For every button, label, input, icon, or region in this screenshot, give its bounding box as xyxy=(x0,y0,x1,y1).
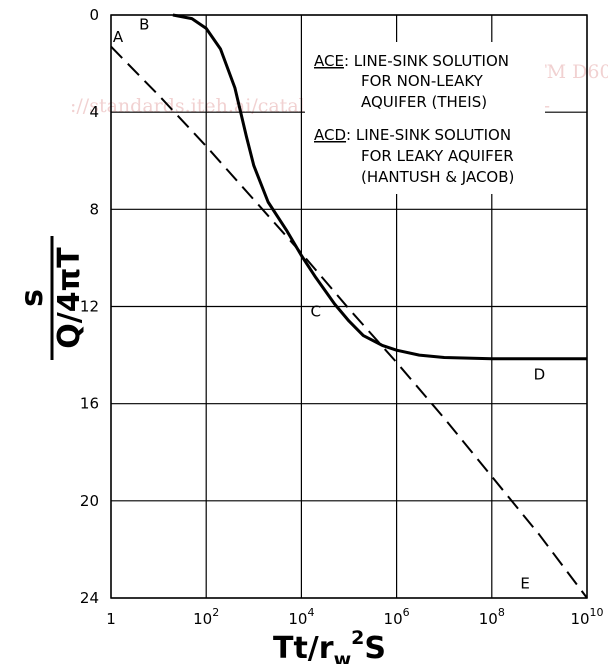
x-tick-label: 1010 xyxy=(570,606,603,628)
legend-ace-line-1: ACE: LINE-SINK SOLUTION xyxy=(314,52,509,70)
x-tick-label: 102 xyxy=(193,606,219,628)
x-tick-label: 106 xyxy=(384,606,410,628)
legend-acd-key: ACD xyxy=(314,126,346,144)
legend-ace-text-1: : LINE-SINK SOLUTION xyxy=(344,52,509,70)
y-tick-label: 24 xyxy=(80,589,99,607)
y-tick-label: 0 xyxy=(89,6,99,24)
legend-box xyxy=(305,42,545,194)
y-tick-labels: 0 4 8 12 16 20 24 xyxy=(80,6,99,607)
y-axis-title: s Q/4πT xyxy=(15,236,87,360)
point-label-e: E xyxy=(520,574,529,592)
y-axis-title-denominator: Q/4πT xyxy=(52,247,87,349)
point-labels: AB C D E xyxy=(113,16,545,593)
x-tick-labels: 1 102 104 106 108 1010 xyxy=(106,606,603,628)
x-tick-label: 108 xyxy=(479,606,505,628)
y-tick-label: 16 xyxy=(80,395,99,413)
y-tick-label: 8 xyxy=(89,200,99,218)
x-axis-title-sup: 2 xyxy=(351,627,364,649)
x-tick-label: 104 xyxy=(288,606,314,628)
legend-ace-key: ACE xyxy=(314,52,344,70)
x-axis-title: Tt/rw2S xyxy=(273,627,386,664)
point-label-d: D xyxy=(534,366,546,384)
point-label-b: B xyxy=(139,16,149,34)
legend-acd-line-1: ACD: LINE-SINK SOLUTION xyxy=(314,126,511,144)
y-axis-title-numerator: s xyxy=(15,289,50,307)
watermark-line-1: TM D60 xyxy=(534,61,608,83)
x-axis-title-main: Tt/r xyxy=(273,631,334,664)
legend: ACE: LINE-SINK SOLUTION FOR NON-LEAKY AQ… xyxy=(314,52,514,186)
x-tick-label: 1 xyxy=(106,610,116,628)
x-axis-title-tail: S xyxy=(364,631,386,664)
point-label-a: A xyxy=(113,28,124,46)
legend-acd-line-2: FOR LEAKY AQUIFER xyxy=(361,147,514,165)
solid-curve-bcd xyxy=(172,13,587,361)
plot-frame xyxy=(110,14,588,599)
point-label-c: C xyxy=(310,302,320,320)
legend-acd-line-3: (HANTUSH & JACOB) xyxy=(361,168,514,186)
legend-ace-line-3: AQUIFER (THEIS) xyxy=(361,93,487,111)
series-group xyxy=(110,13,588,599)
y-tick-label: 12 xyxy=(80,298,99,316)
y-tick-label: 4 xyxy=(89,103,99,121)
x-axis-title-sub: w xyxy=(334,649,352,664)
legend-acd-text-1: : LINE-SINK SOLUTION xyxy=(346,126,511,144)
y-tick-label: 20 xyxy=(80,492,99,510)
legend-ace-line-2: FOR NON-LEAKY xyxy=(361,72,484,90)
